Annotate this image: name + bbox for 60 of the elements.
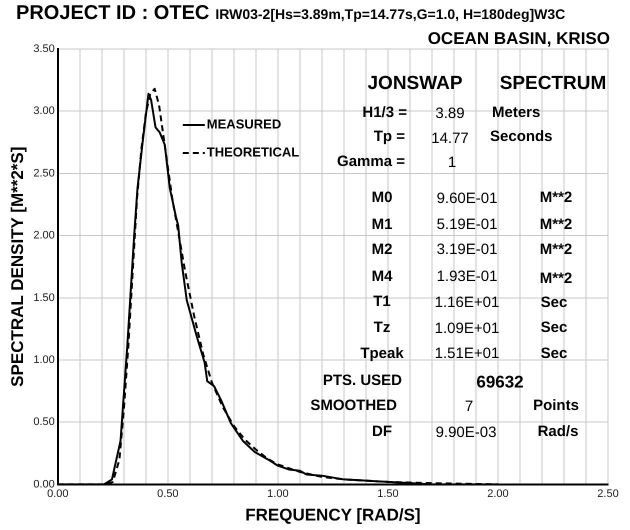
annotation: Sec [540,294,568,312]
annotation: Tpeak [360,345,404,362]
annotation: PTS. USED [322,372,402,390]
y-tick-label: 0.50 [33,416,55,428]
chart-subtitle: IRW03-2[Hs=3.89m,Tp=14.77s,G=1.0, H=180deg]W3C [215,6,566,22]
annotation: T1 [373,293,391,310]
annotation: SPECTRUM [500,73,606,94]
y-axis-title: SPECTRAL DENSITY [M**2*S] [8,146,27,387]
annotation: Sec [540,319,568,336]
annotation: Tp = [374,128,406,146]
y-tick-label: 3.00 [33,105,55,118]
annotation: M4 [372,268,394,286]
annotation: H1/3 = [362,104,408,122]
annotation: Meters [492,104,540,122]
x-tick-label: 2.50 [597,488,619,500]
annotation: Rad/s [538,423,578,440]
annotation: 1.93E-01 [436,268,498,286]
annotation: 1 [448,154,456,172]
chart-title: PROJECT ID : OTEC [16,2,210,24]
annotation: M2 [372,241,392,258]
annotation: 7 [464,398,474,416]
annotation: M**2 [540,270,572,288]
legend-label: THEORETICAL [206,144,300,160]
annotation: 3.89 [435,105,465,122]
annotation: Sec [540,345,568,362]
annotation: M**2 [540,189,572,206]
annotation: 9.90E-03 [436,424,496,442]
y-tick-label: 1.00 [33,354,55,366]
annotation: M1 [372,216,392,234]
x-tick-label: 0.50 [157,488,179,500]
y-tick-label: 0.00 [33,478,55,490]
annotation: Seconds [490,128,553,146]
annotation: 1.51E+01 [434,345,500,362]
annotation: 69632 [476,372,524,392]
annotation: 1.09E+01 [434,320,500,338]
legend-label: MEASURED [206,116,282,132]
annotation: Points [533,397,579,414]
annotation: DF [372,423,392,440]
annotation: Tz [374,319,390,336]
annotation: M**2 [540,241,572,258]
annotation: M**2 [540,216,572,234]
annotation: JONSWAP [367,73,463,94]
y-tick-label: 2.00 [33,230,55,242]
annotation: Gamma = [337,153,406,170]
annotation: SMOOTHED [310,397,398,414]
annotation: M0 [372,189,392,206]
annotation: 9.60E-01 [436,190,498,208]
x-tick-label: 1.50 [377,488,399,500]
x-tick-label: 0.00 [47,488,69,500]
annotation: 3.19E-01 [436,241,498,258]
y-tick-label: 3.50 [33,43,55,56]
annotation: 14.77 [431,130,469,148]
y-tick-label: 1.50 [33,292,55,304]
x-tick-label: 1.00 [267,488,289,500]
x-axis-title: FREQUENCY [RAD/S] [245,505,421,524]
annotation: 1.16E+01 [434,294,500,312]
annotation: 5.19E-01 [436,216,498,234]
x-tick-label: 2.00 [487,488,509,500]
text: OCEAN BASIN, KRISO [428,29,610,49]
y-tick-label: 2.50 [33,167,55,180]
